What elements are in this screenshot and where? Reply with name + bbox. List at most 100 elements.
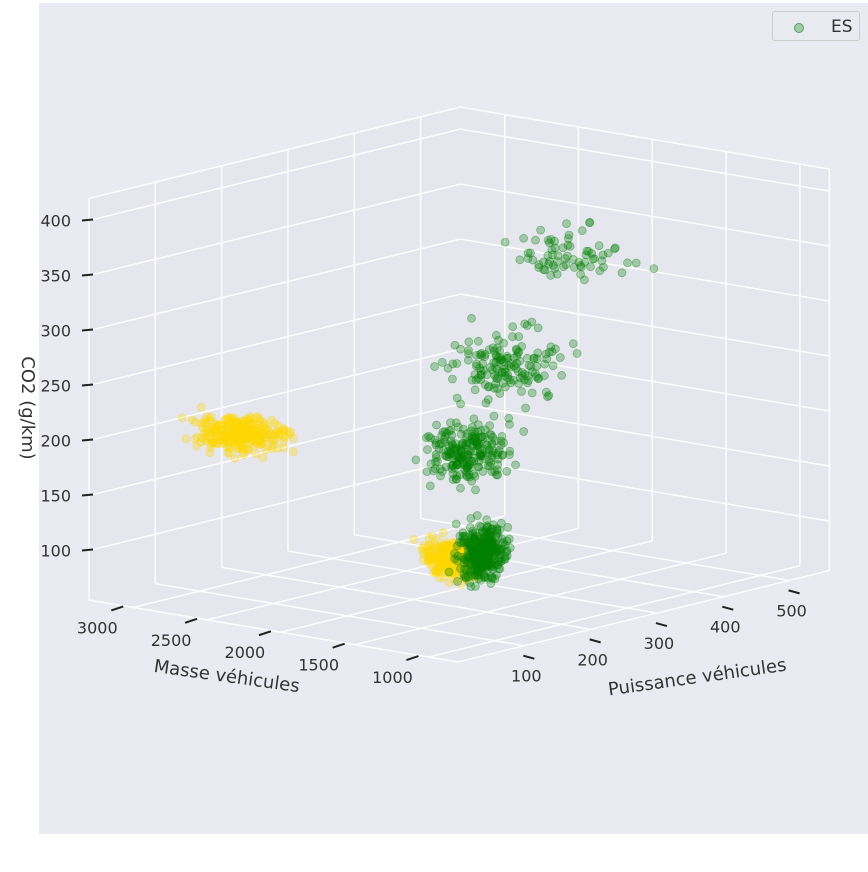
scatter-point [252, 426, 262, 436]
scatter-point [443, 551, 453, 560]
legend: ES [772, 11, 860, 41]
scatter-point [478, 467, 488, 476]
scatter-point [460, 564, 469, 574]
pane-edge [457, 569, 830, 663]
scatter-point [483, 555, 493, 565]
scatter-point [471, 375, 481, 385]
scatter-point [496, 556, 506, 566]
scatter-point [481, 545, 491, 555]
scatter-point [512, 351, 522, 361]
scatter-point [446, 547, 456, 557]
scatter-point [444, 547, 454, 557]
scatter-point [465, 551, 475, 560]
scatter-point [233, 438, 243, 448]
scatter-point [483, 560, 493, 570]
scatter-point [470, 555, 480, 564]
scatter-point [487, 536, 497, 546]
scatter-point [482, 370, 492, 380]
scatter-point [426, 459, 436, 469]
scatter-point [479, 549, 489, 558]
scatter-point [464, 555, 474, 565]
scatter-point [482, 538, 491, 548]
scatter-point [470, 534, 480, 543]
scatter-point [577, 226, 587, 236]
scatter-point [495, 389, 505, 398]
scatter-point [488, 541, 498, 550]
scatter-point [444, 563, 454, 573]
scatter-point [501, 547, 511, 557]
scatter-point [487, 532, 497, 541]
scatter-point [245, 425, 255, 435]
scatter-point [488, 343, 498, 353]
scatter-point [479, 538, 489, 548]
scatter-point [470, 559, 480, 569]
scatter-point [252, 439, 262, 449]
scatter-point [245, 425, 255, 435]
scatter-point [448, 453, 458, 463]
scatter-point [476, 568, 486, 578]
scatter-point [487, 573, 497, 583]
scatter-point [477, 551, 487, 561]
scatter-point [450, 463, 460, 472]
scatter-point [431, 568, 441, 578]
scatter-point [206, 412, 216, 422]
scatter-point [426, 547, 436, 557]
scatter-point [439, 547, 449, 557]
scatter-point [470, 427, 480, 437]
scatter-point [481, 527, 490, 537]
scatter-point [256, 434, 266, 443]
scatter-point [226, 420, 236, 430]
scatter-point [230, 427, 239, 437]
grid-z-side [460, 128, 830, 192]
scatter-point [523, 248, 533, 258]
scatter-point [440, 545, 450, 555]
scatter-point [430, 555, 440, 565]
scatter-point [431, 457, 440, 467]
scatter-point [474, 574, 484, 584]
scatter-point [192, 432, 202, 442]
scatter-point [446, 557, 456, 566]
scatter-point [457, 453, 467, 463]
scatter-point [495, 546, 505, 556]
scatter-point [500, 367, 510, 377]
scatter-point [485, 551, 495, 561]
scatter-point [468, 441, 478, 451]
scatter-point [519, 427, 529, 436]
scatter-point [487, 524, 497, 534]
scatter-point [429, 466, 438, 476]
scatter-point [475, 556, 485, 566]
scatter-point [484, 557, 493, 567]
scatter-point [527, 317, 537, 327]
scatter-point [466, 541, 476, 551]
scatter-point [481, 547, 490, 557]
scatter-point [458, 536, 468, 546]
scatter-point [493, 560, 503, 570]
scatter-point [444, 426, 454, 436]
scatter-point [476, 522, 486, 532]
scatter-point [464, 555, 474, 565]
scatter-point [211, 435, 221, 445]
scatter-point [483, 552, 493, 562]
scatter-point [211, 419, 221, 429]
scatter-point [201, 414, 210, 424]
scatter-point [465, 564, 475, 574]
scatter-point [441, 462, 451, 472]
scatter-point [216, 431, 226, 441]
scatter-point [256, 438, 266, 448]
scatter-point [443, 551, 452, 560]
scatter-point [477, 564, 487, 574]
scatter-point [434, 547, 444, 556]
scatter-point [522, 321, 532, 330]
scatter-point [490, 540, 500, 549]
scatter-point [494, 557, 503, 567]
scatter-point [442, 540, 452, 550]
scatter-point [463, 355, 473, 365]
scatter-point [480, 554, 489, 564]
scatter-point [229, 424, 239, 433]
scatter-point [237, 419, 247, 429]
scatter-point [475, 445, 485, 455]
scatter-point [417, 543, 427, 553]
scatter-point [572, 348, 582, 358]
scatter-point [487, 542, 497, 552]
scatter-point [204, 433, 214, 443]
